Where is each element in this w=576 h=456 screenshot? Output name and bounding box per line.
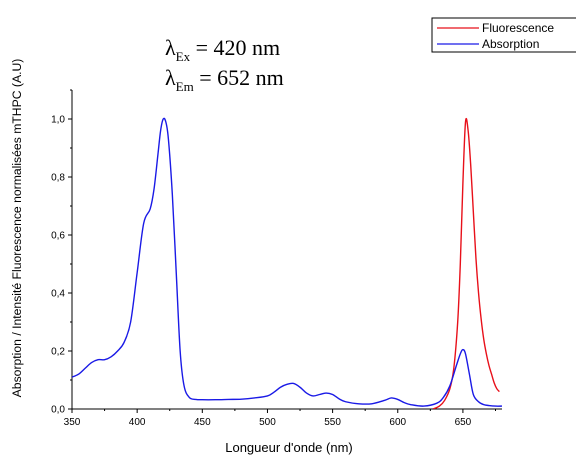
x-tick-label: 500: [259, 417, 276, 428]
y-tick-label: 0,8: [51, 173, 65, 184]
x-tick-label: 550: [324, 417, 341, 428]
series-layer: [72, 117, 502, 409]
emission-annotation: λEm = 652 nm: [165, 65, 284, 94]
x-tick-label: 600: [389, 417, 406, 428]
series-line-fluorescence: [432, 117, 500, 409]
x-tick-label: 650: [455, 417, 472, 428]
x-tick-label: 350: [64, 417, 81, 428]
x-axis-title: Longueur d'onde (nm): [225, 440, 353, 455]
x-tick-label: 400: [129, 417, 146, 428]
y-tick-label: 0,2: [51, 347, 65, 358]
x-tick-label: 450: [194, 417, 211, 428]
y-tick-label: 0,6: [51, 231, 65, 242]
axes-layer: [71, 90, 502, 410]
legend-box: [431, 17, 576, 53]
y-tick-label: 1,0: [51, 115, 65, 126]
excitation-annotation: λEx = 420 nm: [165, 35, 280, 64]
y-tick-label: 0,4: [51, 289, 65, 300]
y-tick-label: 0,0: [51, 405, 65, 416]
legend: Fluorescence Absorption: [431, 17, 576, 53]
tick-labels-layer: 350 400 450 500 550 600 650 0,0 0,2 0,4 0,6 0,8 1,0: [51, 89, 496, 428]
y-axis-title: Absorption / Intensité Fluorescence norm…: [10, 59, 24, 398]
series-line-absorption: [72, 117, 502, 407]
legend-label-fluorescence: Fluorescence: [482, 21, 554, 35]
legend-label-absorption: Absorption: [482, 37, 539, 51]
